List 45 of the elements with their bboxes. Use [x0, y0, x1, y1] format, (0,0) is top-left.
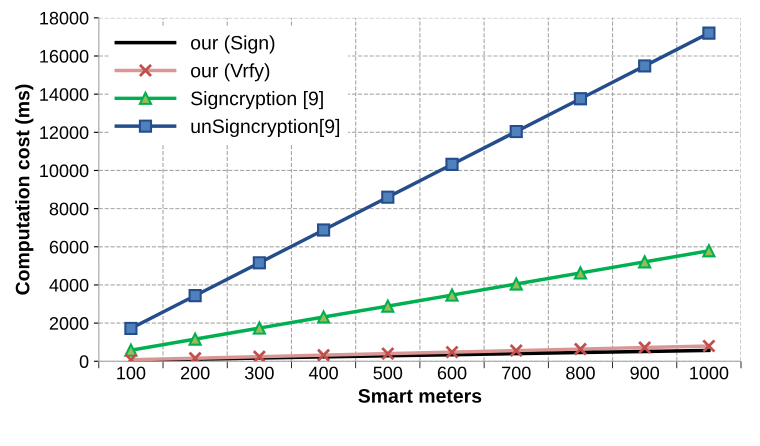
y-axis-title: Computation cost (ms) [15, 84, 34, 295]
y-tick-label: 6000 [50, 240, 88, 254]
x-axis-title: Smart meters [358, 389, 482, 403]
y-tick-label: 16000 [40, 50, 88, 63]
y-tick-label: 10000 [40, 164, 88, 178]
x-tick-label: 800 [566, 366, 595, 380]
legend-label: our (Sign) [191, 35, 274, 54]
point [445, 288, 459, 302]
point [188, 332, 202, 346]
y-tick-label: 0 [80, 355, 88, 368]
point [252, 321, 266, 335]
x-tick-label: 200 [180, 366, 210, 380]
point [574, 92, 588, 106]
x-tick-label: 900 [630, 366, 660, 380]
point [638, 59, 652, 73]
y-tick-label: 4000 [49, 278, 88, 292]
legend-label: our (Vrfy) [191, 63, 270, 82]
point [124, 322, 138, 336]
point [188, 289, 202, 302]
point [510, 277, 523, 291]
x-tick-label: 100 [117, 366, 146, 380]
point [316, 223, 330, 237]
point [638, 255, 652, 268]
x-tick-label: 400 [308, 366, 338, 380]
y-tick-label: 2000 [50, 317, 88, 330]
x-tick-label: 700 [502, 366, 531, 380]
x-tick-label: 1000 [690, 366, 728, 380]
point [702, 26, 716, 40]
x-tick-label: 500 [373, 366, 402, 380]
x-tick-label: 300 [244, 366, 274, 380]
point [252, 256, 266, 270]
point [381, 190, 394, 204]
point [510, 124, 523, 138]
y-tick-label: 18000 [40, 12, 88, 25]
point [574, 266, 588, 280]
point [445, 158, 459, 171]
y-tick-label: 12000 [40, 126, 88, 140]
point [381, 300, 394, 313]
legend-label: unSigncryption[9] [191, 118, 340, 138]
x-tick-label: 600 [438, 366, 466, 380]
legend-label: Signcryption [9] [191, 91, 323, 110]
point [316, 310, 330, 324]
point [702, 244, 716, 258]
y-tick-label: 8000 [50, 202, 88, 216]
y-tick-label: 14000 [40, 88, 88, 101]
